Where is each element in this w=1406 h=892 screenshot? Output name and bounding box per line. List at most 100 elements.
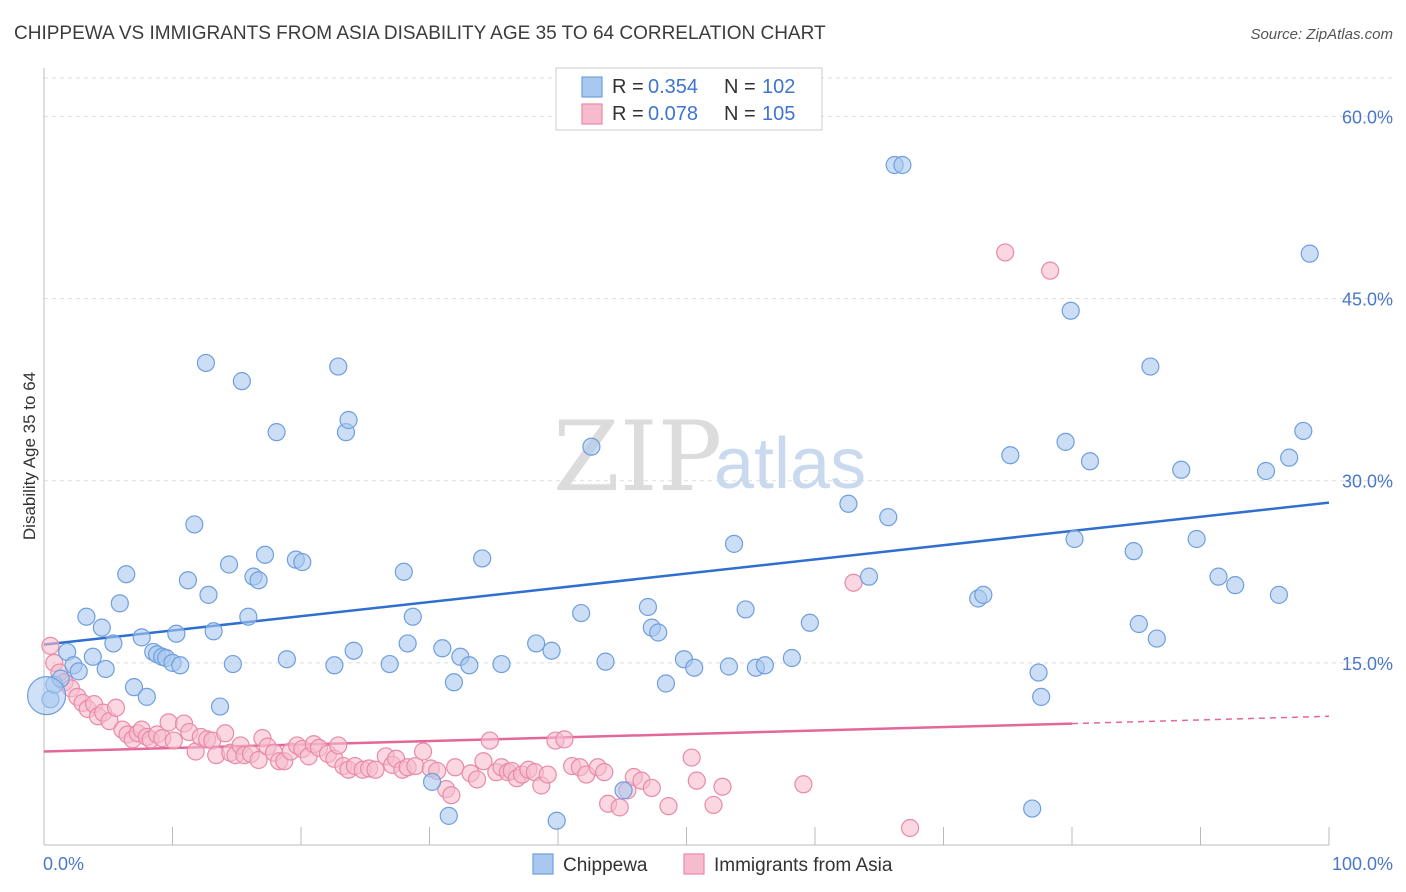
point-chippewa-14 — [132, 628, 151, 647]
point-asia-90 — [595, 763, 614, 782]
legend-n-value-asia: 105 — [762, 103, 795, 125]
point-chippewa-75 — [782, 648, 801, 668]
trend-line-asia-extension — [1071, 715, 1330, 725]
point-chippewa-28 — [210, 697, 230, 716]
data-points — [26, 155, 1319, 838]
point-asia-64 — [413, 742, 433, 761]
point-asia-73 — [480, 731, 499, 750]
legend-r-value-asia: 0.078 — [648, 103, 698, 125]
point-chippewa-5 — [69, 662, 88, 681]
point-chippewa-36 — [267, 423, 286, 442]
point-chippewa-35 — [255, 545, 275, 564]
point-chippewa-7 — [83, 647, 102, 666]
point-asia-100 — [704, 795, 723, 815]
point-asia-22 — [159, 713, 178, 732]
point-chippewa-61 — [582, 437, 601, 456]
legend-swatch-chippewa — [581, 76, 603, 98]
point-chippewa-25 — [196, 353, 216, 373]
point-chippewa-10 — [104, 634, 123, 653]
point-chippewa-69 — [685, 658, 704, 677]
x-tick-label-min: 0.0% — [43, 854, 84, 874]
point-chippewa-89 — [1061, 301, 1080, 320]
legend-n-label-asia: N = — [724, 103, 756, 125]
point-asia-102 — [794, 775, 813, 794]
bottom-legend-label-asia: Immigrants from Asia — [714, 855, 893, 876]
point-asia-23 — [164, 731, 183, 750]
point-asia-51 — [329, 736, 348, 755]
point-asia-92 — [610, 798, 629, 817]
point-chippewa-85 — [1023, 799, 1042, 818]
point-chippewa-84 — [1001, 446, 1020, 465]
point-chippewa-54 — [460, 656, 479, 675]
point-chippewa-77 — [839, 494, 858, 513]
point-chippewa-21 — [167, 624, 186, 643]
point-chippewa-44 — [344, 641, 363, 660]
point-chippewa-67 — [656, 674, 676, 693]
point-asia-0 — [41, 636, 60, 655]
point-chippewa-49 — [422, 772, 442, 791]
point-chippewa-37 — [277, 650, 296, 669]
point-chippewa-63 — [614, 781, 633, 800]
point-chippewa-58 — [542, 641, 561, 660]
point-chippewa-64 — [638, 597, 658, 617]
point-chippewa-70 — [719, 657, 739, 676]
point-chippewa-90 — [1065, 529, 1084, 549]
point-asia-105 — [1041, 261, 1060, 280]
point-asia-83 — [538, 765, 557, 784]
chart-source: Source: ZipAtlas.com — [1250, 26, 1393, 43]
y-tick-labels: 15.0% 30.0% 45.0% 60.0% — [1342, 107, 1393, 673]
point-chippewa-98 — [1209, 567, 1228, 586]
point-chippewa-40 — [325, 656, 344, 675]
point-chippewa-34 — [249, 571, 268, 590]
point-chippewa-23 — [178, 571, 198, 590]
legend-n-value-chippewa: 102 — [762, 76, 795, 98]
point-chippewa-22 — [171, 656, 190, 675]
point-chippewa-46 — [394, 562, 413, 581]
bottom-legend-label-chippewa: Chippewa — [563, 855, 648, 876]
point-chippewa-48 — [403, 607, 422, 626]
point-asia-72 — [474, 752, 493, 771]
point-asia-99 — [687, 771, 706, 790]
point-chippewa-62 — [596, 652, 615, 671]
legend-n-label-chippewa: N = — [724, 76, 756, 98]
watermark-atlas: atlas — [714, 424, 866, 504]
point-chippewa-60 — [572, 603, 591, 623]
bottom-legend-swatch-asia — [683, 853, 705, 875]
point-chippewa-83 — [974, 585, 993, 604]
legend-r-label-asia: R = — [612, 103, 644, 125]
y-tick-label-0: 15.0% — [1342, 654, 1393, 674]
point-asia-71 — [467, 770, 487, 789]
axes — [43, 68, 1330, 846]
point-chippewa-88 — [1056, 432, 1075, 451]
point-asia-104 — [996, 243, 1015, 262]
y-axis-label: Disability Age 35 to 64 — [20, 372, 39, 540]
point-chippewa-59 — [547, 811, 566, 830]
point-chippewa-13 — [124, 678, 144, 697]
point-chippewa-96 — [1172, 460, 1191, 479]
point-chippewa-66 — [649, 623, 668, 642]
point-chippewa-9 — [96, 659, 115, 679]
point-asia-31 — [216, 724, 235, 743]
point-chippewa-95 — [1147, 629, 1166, 648]
point-chippewa-56 — [492, 654, 511, 674]
point-chippewa-99 — [1226, 576, 1245, 595]
y-tick-label-3: 60.0% — [1342, 107, 1393, 127]
point-chippewa-103 — [1294, 421, 1313, 441]
series-legend: Chippewa Immigrants from Asia — [532, 853, 893, 876]
point-chippewa-41 — [329, 357, 348, 376]
trend-line-chippewa — [43, 501, 1330, 646]
point-chippewa-32 — [239, 607, 258, 626]
point-chippewa-30 — [223, 654, 242, 674]
point-asia-97 — [659, 797, 678, 816]
point-chippewa-97 — [1187, 529, 1206, 549]
bottom-legend-swatch-chippewa — [532, 853, 554, 875]
point-chippewa-71 — [724, 534, 744, 553]
point-asia-96 — [642, 778, 661, 798]
point-chippewa-45 — [380, 654, 399, 674]
legend-r-label-chippewa: R = — [612, 76, 644, 98]
point-asia-106 — [844, 573, 863, 592]
point-chippewa-100 — [1256, 461, 1276, 481]
point-asia-12 — [106, 698, 126, 717]
point-chippewa-8 — [92, 618, 111, 637]
